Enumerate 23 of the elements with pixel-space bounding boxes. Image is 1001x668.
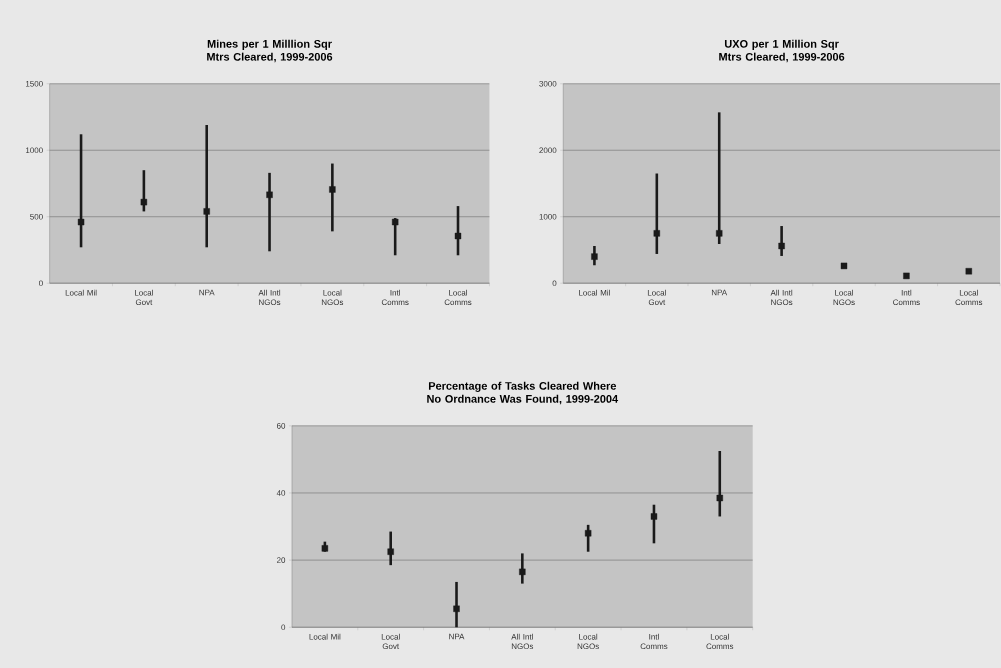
point bbox=[716, 494, 723, 502]
point bbox=[778, 242, 785, 250]
point bbox=[387, 548, 394, 555]
chart-title: UXO per 1 Million Sqr Mtrs Cleared, 1999-2006 bbox=[719, 39, 845, 63]
point bbox=[77, 218, 85, 226]
point bbox=[650, 513, 658, 520]
point bbox=[454, 232, 462, 240]
point bbox=[840, 262, 848, 270]
point bbox=[391, 218, 399, 226]
point bbox=[584, 530, 592, 537]
point bbox=[140, 198, 148, 206]
point bbox=[519, 568, 526, 575]
point bbox=[266, 191, 273, 198]
point bbox=[903, 272, 910, 280]
chart-title: Mines per 1 Milllion Sqr Mtrs Cleared, 1999-2006 bbox=[207, 39, 333, 63]
point bbox=[203, 208, 210, 215]
point bbox=[716, 230, 723, 237]
point bbox=[653, 230, 661, 237]
point bbox=[591, 253, 598, 260]
point bbox=[965, 267, 972, 275]
chart-title: Percentage of Tasks Cleared Where No Ordnance Was Found, 1999-2004 bbox=[427, 381, 619, 405]
point bbox=[329, 186, 336, 193]
point bbox=[453, 605, 460, 612]
